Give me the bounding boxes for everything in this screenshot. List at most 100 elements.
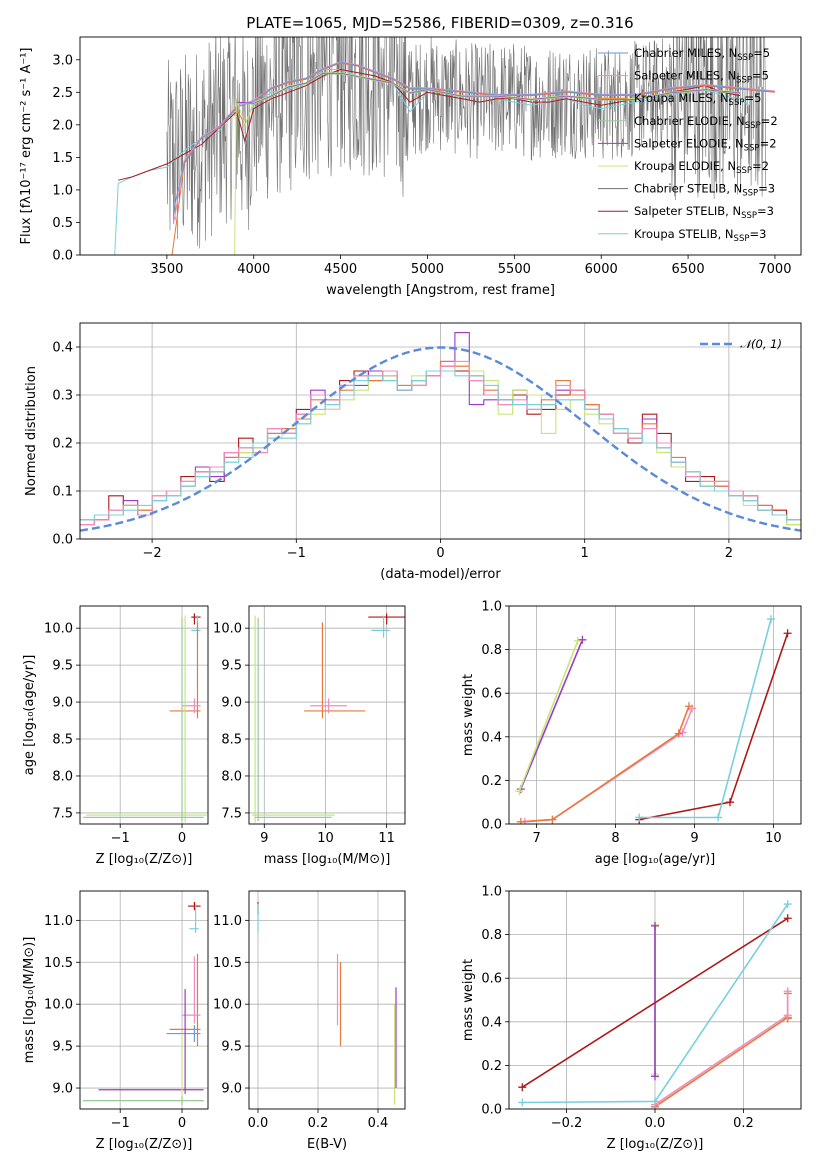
weight-marker [518, 1083, 527, 1092]
y-tick-label: 0.4 [481, 730, 502, 745]
axes-frame [248, 890, 406, 1110]
y-tick-label: 9.0 [52, 696, 73, 711]
x-tick-label: 6000 [585, 262, 618, 277]
panel-4: 9 10 11 7.5 8.0 8.5 9.0 9.5 10.0 mass [log₁₀(M/M⊙… [213, 605, 406, 867]
y-tick-label: 0.6 [481, 687, 502, 702]
y-tick-label: 9.5 [221, 1040, 242, 1055]
histogram-step [80, 370, 801, 521]
y-axis-label: age [log₁₀(age/yr)] [22, 655, 37, 776]
panel-2: −2 −1 0 1 2 0.0 0.1 0.2 0.3 0.4 (data-model)/error… [24, 322, 802, 582]
model-spectrum-line [236, 72, 741, 104]
y-tick-label: 10.0 [44, 622, 73, 637]
legend-label: Chabrier ELODIE, NSSP=2 [634, 114, 778, 131]
x-tick-label: 5500 [498, 262, 531, 277]
weight-marker [651, 921, 659, 930]
legend-label: Kroupa ELODIE, NSSP=2 [634, 159, 769, 176]
plot-area [114, 37, 775, 255]
y-tick-label: 0.4 [481, 1015, 502, 1030]
y-tick-label: 0.0 [52, 533, 73, 548]
y-axis-label: mass weight [461, 674, 476, 756]
x-tick-label: 0 [436, 546, 444, 561]
legend-label: Salpeter ELODIE, NSSP=2 [634, 136, 777, 153]
panel-7: 0.0 0.2 0.4 9.0 9.5 10.0 10.5 11.0 E(B-V) [213, 890, 406, 1152]
y-tick-label: 9.5 [52, 659, 73, 674]
y-tick-label: 1.0 [52, 183, 73, 198]
legend-label: Chabrier STELIB, NSSP=3 [634, 182, 775, 199]
x-tick-label: 0.0 [248, 1116, 269, 1131]
y-tick-label: 2.0 [52, 118, 73, 133]
y-tick-label: 7.5 [52, 806, 73, 821]
weight-marker [783, 900, 792, 909]
x-axis-label: age [log₁₀(age/yr)] [595, 852, 716, 867]
weight-line [639, 618, 772, 819]
weight-line [654, 993, 789, 1108]
x-tick-label: 6500 [672, 262, 705, 277]
plot-area [80, 332, 801, 532]
weight-marker [674, 729, 683, 738]
x-tick-label: −1 [111, 831, 130, 846]
observed-spectrum-line [166, 37, 767, 249]
x-tick-label: 7000 [758, 262, 791, 277]
panel-5: 7 8 9 10 0.0 0.2 0.4 0.6 0.8 1.0 age [log₁₀(age/yr… [461, 600, 802, 867]
panel-6: −1 0 9.0 9.5 10.0 10.5 11.0 Z [log₁₀(Z/Z⊙)] mass… [22, 890, 209, 1152]
y-tick-label: 9.0 [221, 696, 242, 711]
weight-marker [678, 728, 687, 737]
y-tick-label: 7.5 [221, 806, 242, 821]
model-spectrum-line [236, 73, 741, 105]
errorbar-point [310, 698, 347, 714]
x-tick-label: 11 [378, 831, 395, 846]
errorbar-point [191, 613, 201, 625]
y-tick-label: 9.0 [221, 1082, 242, 1097]
x-tick-label: 8 [611, 831, 619, 846]
x-tick-label: 5000 [411, 262, 444, 277]
errorbar-point [98, 989, 204, 1094]
y-tick-label: 1.0 [481, 885, 502, 900]
axes-frame [508, 605, 802, 825]
model-spectrum-line [173, 61, 775, 223]
errorbar-point [188, 901, 201, 911]
weight-line [521, 917, 789, 1088]
grid [80, 891, 208, 1109]
errorbar-point [255, 617, 332, 822]
y-tick-label: 1.0 [481, 600, 502, 615]
legend-label: Salpeter STELIB, NSSP=3 [634, 204, 774, 221]
x-axis-label: Z [log₁₀(Z/Z⊙)] [96, 1137, 193, 1152]
y-tick-label: 2.5 [52, 86, 73, 101]
axes-frame [79, 605, 209, 825]
legend: 𝒩(0, 1) [700, 337, 782, 351]
y-tick-label: 0.0 [481, 818, 502, 833]
model-spectrum-line [114, 69, 750, 255]
y-tick-label: 10.0 [44, 998, 73, 1013]
y-tick-label: 10.0 [213, 998, 242, 1013]
x-tick-label: 9 [690, 831, 698, 846]
x-tick-label: 0.2 [733, 1116, 754, 1131]
model-spectrum-line [234, 72, 741, 255]
weight-line [654, 991, 789, 1106]
y-tick-label: 0.4 [52, 341, 73, 356]
weight-marker [578, 635, 587, 644]
weight-marker [783, 987, 792, 996]
x-tick-label: 0.2 [308, 1116, 329, 1131]
errorbar-point [166, 1025, 201, 1042]
errorbar-point [368, 613, 405, 625]
weight-marker [725, 798, 734, 807]
y-axis-label: mass weight [461, 959, 476, 1041]
weight-line [518, 640, 579, 792]
x-axis-label: mass [log₁₀(M/M⊙)] [264, 852, 391, 867]
weight-marker [684, 702, 693, 711]
y-tick-label: 10.0 [213, 622, 242, 637]
y-tick-label: 8.5 [221, 733, 242, 748]
weight-marker [518, 1098, 527, 1107]
axes-frame [508, 890, 802, 1110]
y-tick-label: 9.5 [52, 1040, 73, 1055]
weight-line [524, 708, 693, 823]
y-tick-label: 8.5 [52, 733, 73, 748]
weight-marker [516, 817, 525, 824]
y-axis-label: mass [log₁₀(M/M⊙)] [22, 937, 37, 1064]
y-tick-label: 10.5 [213, 956, 242, 971]
weight-marker [515, 787, 524, 796]
x-tick-label: −2 [143, 546, 162, 561]
x-tick-label: 4000 [237, 262, 270, 277]
panel-3: −1 0 7.5 8.0 8.5 9.0 9.5 10.0 Z [log₁₀(Z/Z⊙)] age… [22, 605, 209, 867]
y-tick-label: 0.8 [481, 928, 502, 943]
